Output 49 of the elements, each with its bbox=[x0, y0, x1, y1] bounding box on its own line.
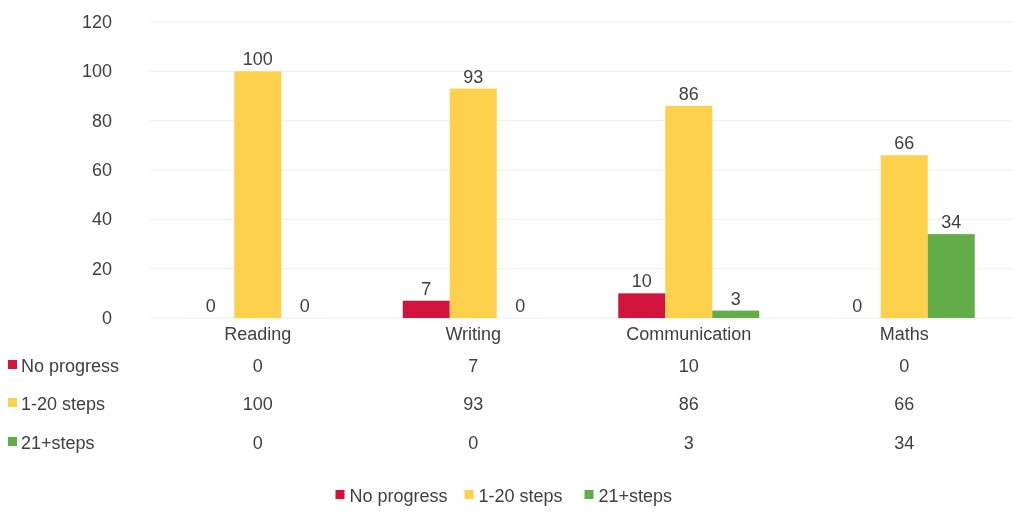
bar bbox=[402, 300, 450, 318]
text: 10 bbox=[678, 356, 699, 376]
text: 34 bbox=[894, 433, 915, 453]
bar bbox=[665, 105, 713, 318]
bar bbox=[880, 155, 928, 318]
text: 100 bbox=[242, 394, 273, 414]
text: 0 bbox=[899, 356, 910, 376]
text: 1-20 steps bbox=[478, 486, 563, 506]
legend-label: 21+steps bbox=[598, 486, 673, 506]
data-label: 100 bbox=[242, 49, 273, 70]
bar bbox=[618, 293, 666, 318]
x-tick-label: Maths bbox=[879, 324, 929, 344]
y-tick-label: 100 bbox=[81, 61, 112, 82]
x-tick-label: Writing bbox=[445, 324, 502, 344]
data-label: 86 bbox=[678, 83, 699, 104]
y-tick-label: 80 bbox=[91, 110, 112, 131]
text: 86 bbox=[678, 394, 699, 414]
x-tick-label: Reading bbox=[224, 324, 292, 344]
data-label: 34 bbox=[941, 212, 962, 233]
x-tick-label: Communication bbox=[626, 324, 752, 344]
y-tick-label: 20 bbox=[91, 258, 112, 279]
bar bbox=[234, 71, 282, 318]
text: 21+steps bbox=[21, 433, 95, 453]
y-tick-label: 60 bbox=[91, 160, 112, 180]
data-label: 0 bbox=[299, 296, 310, 316]
y-tick-label: 120 bbox=[81, 12, 112, 32]
bar bbox=[927, 234, 975, 318]
y-tick-label: 40 bbox=[91, 209, 112, 230]
legend-label: 1-20 steps bbox=[21, 394, 106, 414]
data-label: 0 bbox=[852, 296, 863, 316]
text: 3 bbox=[683, 433, 694, 453]
legend-label: No progress bbox=[21, 356, 120, 376]
data-label: 0 bbox=[515, 296, 526, 316]
bar bbox=[449, 88, 497, 318]
text: 7 bbox=[468, 356, 479, 376]
data-label: 7 bbox=[421, 278, 432, 299]
text: No progress bbox=[349, 486, 448, 506]
data-label: 0 bbox=[205, 296, 216, 316]
text: 0 bbox=[252, 356, 263, 376]
text: 93 bbox=[463, 394, 484, 414]
bar bbox=[712, 310, 760, 318]
data-label: 3 bbox=[730, 288, 741, 309]
y-tick-label: 0 bbox=[101, 308, 112, 328]
text: 66 bbox=[894, 394, 915, 414]
text: 0 bbox=[468, 433, 479, 453]
data-label: 66 bbox=[894, 133, 915, 154]
data-label: 93 bbox=[463, 66, 484, 87]
data-label: 10 bbox=[631, 271, 652, 292]
text: 0 bbox=[252, 433, 263, 453]
